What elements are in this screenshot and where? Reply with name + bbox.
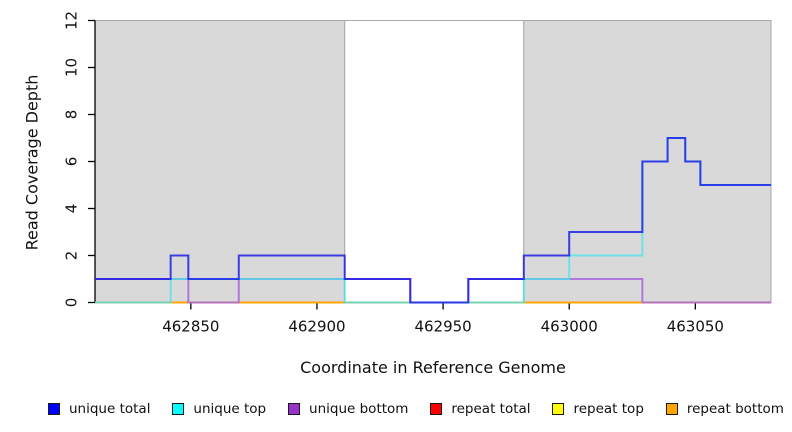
legend-label: unique bottom: [309, 401, 409, 417]
x-tick-label: 462950: [414, 318, 471, 336]
x-tick-label: 462900: [288, 318, 345, 336]
y-tick-label: 0: [63, 298, 81, 308]
legend: unique total unique top unique bottom repea…: [48, 396, 784, 422]
x-tick-label: 463000: [541, 318, 598, 336]
y-tick-label: 4: [63, 204, 81, 214]
x-tick-label: 463050: [667, 318, 724, 336]
legend-label: repeat bottom: [686, 401, 784, 417]
legend-item: unique top: [172, 401, 266, 417]
y-tick-label: 10: [63, 58, 81, 77]
legend-label: repeat top: [573, 401, 644, 417]
legend-item: repeat total: [430, 401, 531, 417]
shaded-region: [344, 20, 525, 303]
y-tick-label: 2: [63, 251, 81, 261]
legend-label: unique total: [69, 401, 151, 417]
legend-label: repeat total: [451, 401, 531, 417]
legend-item: repeat top: [552, 401, 644, 417]
legend-swatch-icon: [172, 403, 185, 415]
y-tick-label: 12: [63, 11, 81, 30]
series-unique-total: [95, 137, 771, 304]
legend-item: repeat bottom: [665, 401, 784, 417]
legend-swatch-icon: [288, 403, 301, 415]
legend-swatch-icon: [665, 403, 678, 415]
y-axis-label: Read Coverage Depth: [22, 74, 42, 251]
y-tick-label: 8: [63, 110, 81, 120]
legend-swatch-icon: [552, 403, 565, 415]
x-axis-label: Coordinate in Reference Genome: [300, 358, 566, 377]
y-tick-label: 6: [63, 157, 81, 167]
legend-item: unique total: [48, 401, 150, 417]
legend-swatch-icon: [430, 403, 443, 415]
shaded-region: [94, 20, 346, 303]
legend-swatch-icon: [48, 403, 60, 415]
legend-item: unique bottom: [288, 401, 408, 417]
x-tick-label: 462850: [162, 318, 219, 336]
legend-label: unique top: [193, 401, 267, 417]
